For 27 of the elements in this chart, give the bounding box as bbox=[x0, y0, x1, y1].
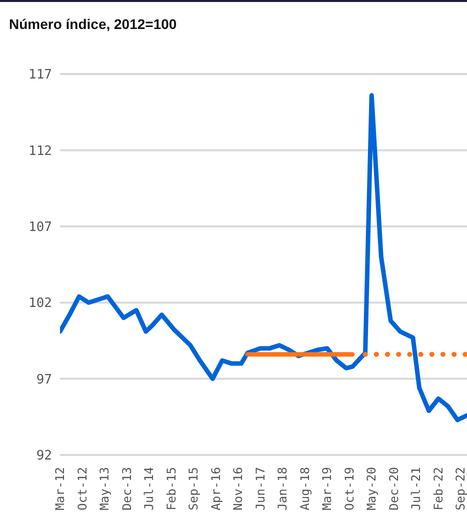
chart-title: Número índice, 2012=100 bbox=[9, 16, 177, 32]
x-tick-label: Nov-16 bbox=[231, 467, 246, 510]
x-tick-label: Oct-12 bbox=[75, 467, 90, 510]
x-tick-label: Jul-14 bbox=[142, 467, 156, 510]
line-series bbox=[60, 93, 467, 422]
x-tick-label: Mar-19 bbox=[320, 467, 334, 510]
x-tick-label: Apr-16 bbox=[208, 467, 223, 510]
x-tick-label: Oct-19 bbox=[342, 467, 356, 510]
y-tick-label: 97 bbox=[36, 372, 52, 388]
x-tick-label: May-13 bbox=[98, 467, 112, 510]
y-tick-label: 112 bbox=[28, 144, 52, 159]
x-tick-label: Sep-22 bbox=[454, 467, 467, 510]
x-tick-label: Feb-15 bbox=[164, 467, 178, 510]
x-tick-label: Jun-17 bbox=[253, 467, 268, 510]
y-tick-label: 92 bbox=[36, 448, 52, 464]
x-tick-label: Dec-20 bbox=[386, 467, 401, 510]
x-tick-label: Jan-18 bbox=[276, 467, 290, 510]
x-tick-label: Dec-13 bbox=[120, 467, 134, 510]
x-tick-label: Mar-12 bbox=[53, 467, 67, 510]
x-tick-label: May-20 bbox=[364, 467, 379, 510]
x-tick-label: Feb-22 bbox=[431, 467, 446, 510]
x-tick-label: Aug-18 bbox=[298, 467, 312, 510]
y-tick-label: 102 bbox=[28, 296, 52, 312]
x-tick-label: Jul-21 bbox=[409, 467, 424, 510]
y-tick-label: 107 bbox=[28, 220, 52, 236]
y-tick-label: 117 bbox=[28, 68, 52, 83]
x-tick-label: Sep-15 bbox=[186, 467, 201, 510]
